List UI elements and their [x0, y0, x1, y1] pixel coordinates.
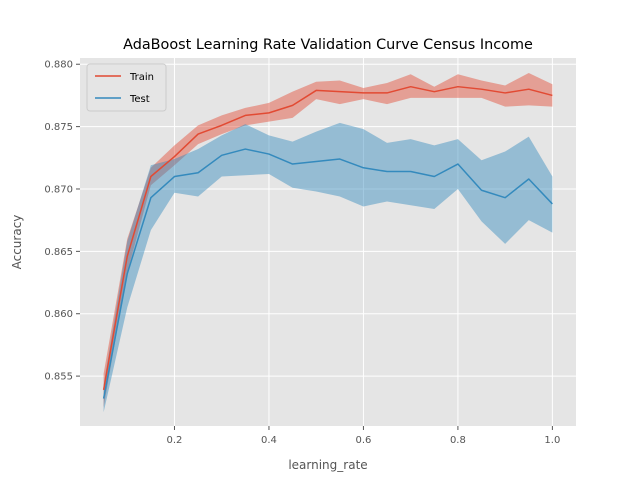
confidence-bands	[103, 72, 553, 413]
legend: Train Test	[86, 63, 167, 112]
x-tick-label: 0.2	[167, 435, 183, 446]
x-axis-ticks: 0.2 0.4 0.6 0.8 1.0	[167, 426, 560, 446]
chart-title: AdaBoost Learning Rate Validation Curve …	[123, 37, 533, 53]
y-tick-label: 0.865	[44, 247, 73, 258]
y-tick-label: 0.880	[44, 60, 73, 71]
plot-background	[80, 58, 576, 426]
y-axis-label: Accuracy	[10, 215, 24, 270]
y-tick-label: 0.855	[44, 372, 73, 383]
train-confidence-band	[103, 72, 553, 408]
legend-box	[86, 63, 167, 112]
y-axis-ticks: 0.855 0.860 0.865 0.870 0.875 0.880	[44, 60, 80, 383]
x-tick-label: 1.0	[544, 435, 560, 446]
x-tick-label: 0.4	[261, 435, 277, 446]
x-tick-label: 0.6	[355, 435, 371, 446]
x-axis-label: learning_rate	[288, 458, 367, 472]
legend-test-label: Test	[129, 94, 150, 105]
y-tick-label: 0.860	[44, 309, 73, 320]
legend-train-label: Train	[129, 72, 154, 83]
test-series-line	[102, 148, 553, 399]
y-tick-label: 0.875	[44, 122, 73, 133]
train-series-line	[102, 85, 553, 390]
series-lines	[102, 85, 553, 399]
test-confidence-band	[103, 122, 553, 413]
x-tick-label: 0.8	[450, 435, 466, 446]
y-tick-label: 0.870	[44, 184, 73, 195]
